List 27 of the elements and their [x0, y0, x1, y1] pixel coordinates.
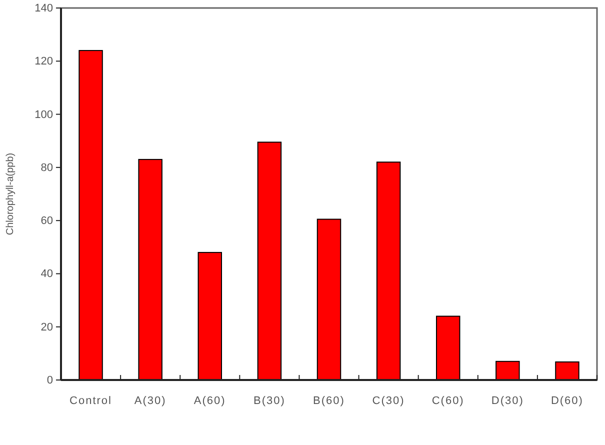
- x-tick-label: D(30): [491, 395, 524, 407]
- y-tick-label: 120: [34, 56, 53, 68]
- x-tick-label: A(30): [134, 395, 166, 407]
- y-tick-label: 60: [40, 215, 53, 228]
- y-tick-label: 80: [40, 162, 53, 174]
- bar: [257, 142, 282, 380]
- y-tick-label: 40: [40, 268, 53, 280]
- bar: [555, 361, 580, 380]
- x-tick-label: Control: [70, 395, 112, 407]
- bar: [78, 50, 103, 380]
- x-tick-label: B(60): [313, 395, 345, 407]
- y-tick-label: 100: [34, 108, 53, 121]
- y-tick-label: 140: [34, 2, 53, 15]
- bar: [376, 162, 401, 380]
- x-tick-label: C(60): [432, 395, 464, 407]
- x-tick-label: C(30): [372, 395, 405, 407]
- x-tick-label: A(60): [194, 395, 226, 407]
- y-axis-title: Chlorophyll-a(ppb): [5, 152, 16, 236]
- bar: [198, 252, 222, 380]
- bar: [138, 158, 162, 380]
- x-tick-label: D(60): [550, 395, 584, 407]
- bar: [316, 218, 342, 380]
- y-tick-label: 0: [46, 374, 53, 387]
- x-tick-label: B(30): [253, 395, 286, 407]
- bar: [436, 316, 460, 380]
- bar: [496, 360, 520, 380]
- y-tick-label: 20: [40, 321, 53, 334]
